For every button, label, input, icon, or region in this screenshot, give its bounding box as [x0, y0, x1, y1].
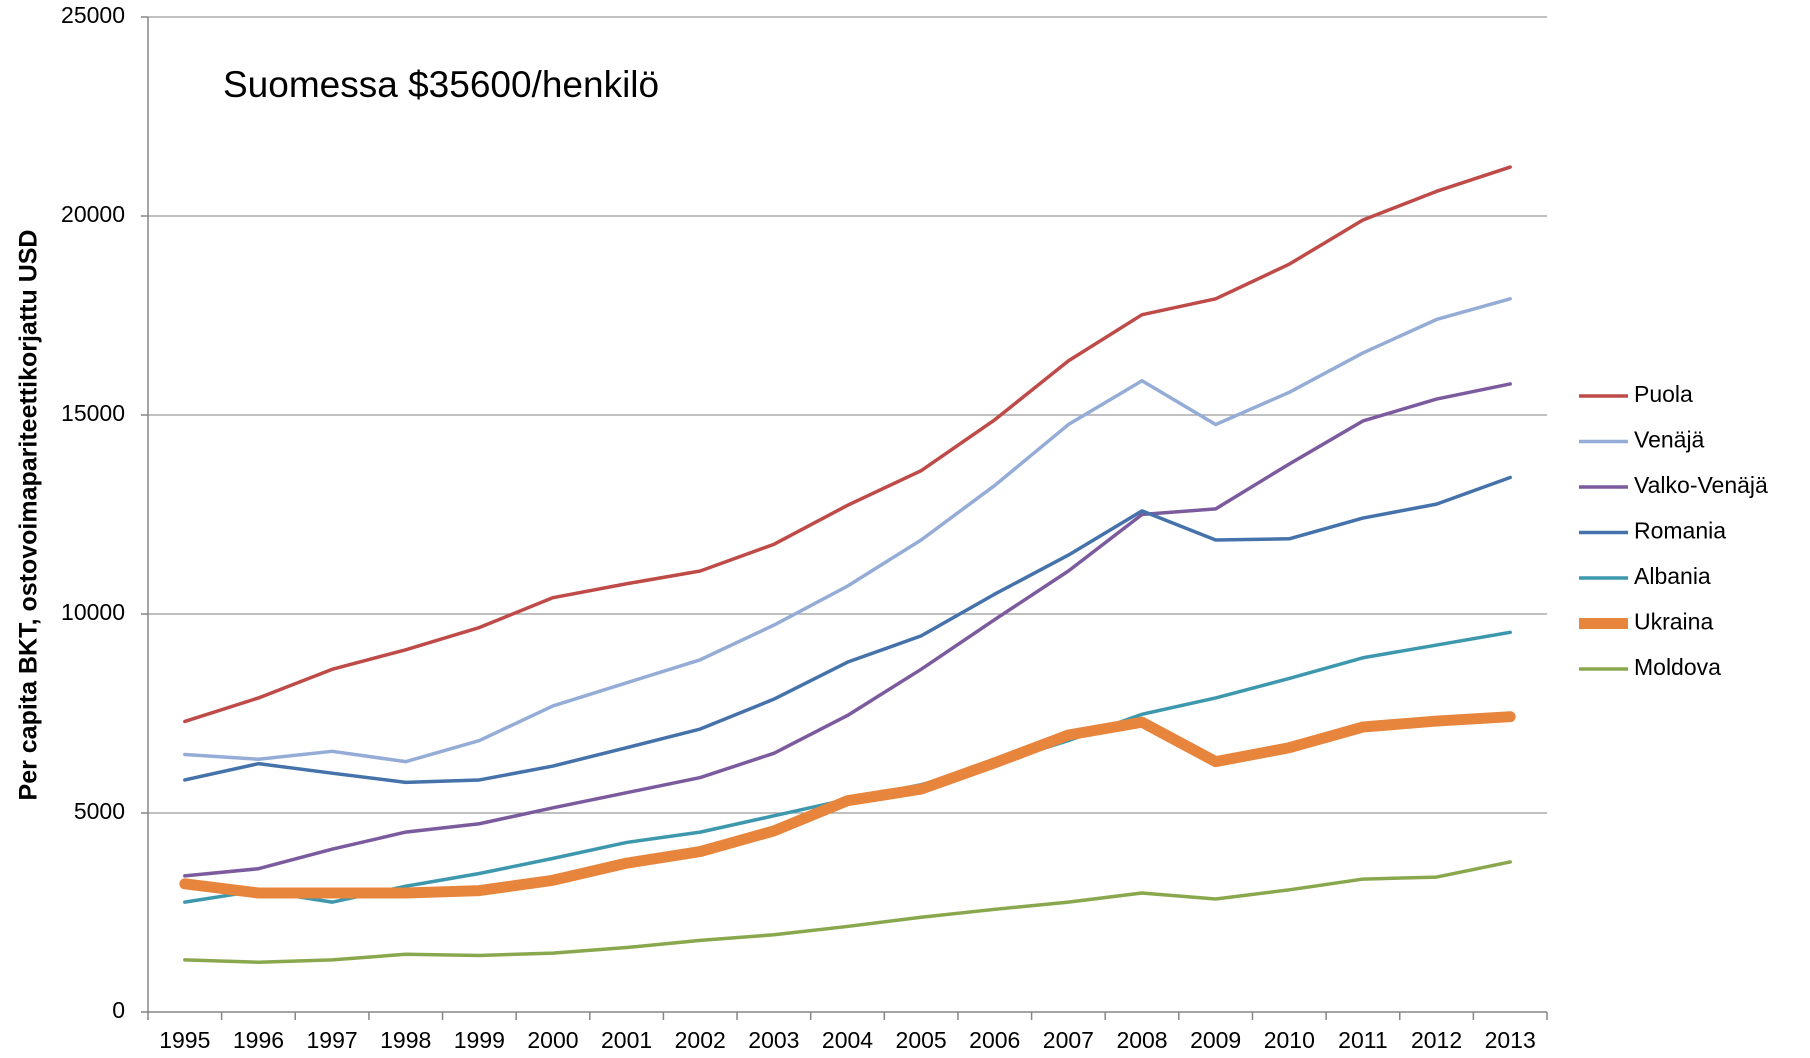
- x-tick-label: 1998: [380, 1027, 431, 1053]
- y-tick-label: 25000: [61, 2, 125, 28]
- series-line: [183, 382, 1512, 878]
- x-tick-label: 1995: [159, 1027, 210, 1053]
- series-line: [179, 711, 1516, 899]
- x-tick-label: 2008: [1116, 1027, 1167, 1053]
- legend-label: Ukraina: [1634, 609, 1713, 635]
- x-tick-label: 2007: [1043, 1027, 1094, 1053]
- y-tick-label: 15000: [61, 400, 125, 426]
- y-tick-label: 5000: [74, 798, 125, 824]
- series-line: [183, 165, 1512, 724]
- y-axis-label: Per capita BKT, ostovoimapariteettikorja…: [15, 230, 43, 801]
- x-tick-label: 2005: [896, 1027, 947, 1053]
- y-tick-label: 0: [112, 997, 125, 1023]
- x-tick-label: 2011: [1338, 1027, 1387, 1053]
- series-line: [183, 475, 1512, 785]
- x-tick-label: 2009: [1190, 1027, 1241, 1053]
- x-tick-label: 1999: [454, 1027, 505, 1053]
- x-tick-label: 2013: [1485, 1027, 1536, 1053]
- legend-label: Puola: [1634, 381, 1693, 407]
- legend-label: Albania: [1634, 563, 1711, 589]
- x-tick-label: 2003: [748, 1027, 799, 1053]
- annotation: Suomessa $35600/henkilö: [223, 64, 659, 105]
- x-tick-label: 2012: [1411, 1027, 1462, 1053]
- series-line: [183, 860, 1512, 964]
- legend-label: Moldova: [1634, 654, 1721, 680]
- x-tick-label: 2000: [527, 1027, 578, 1053]
- legend-label: Romania: [1634, 518, 1726, 544]
- x-tick-label: 2004: [822, 1027, 873, 1053]
- y-tick-label: 20000: [61, 201, 125, 227]
- series-line: [183, 297, 1512, 764]
- x-tick-label: 2006: [969, 1027, 1020, 1053]
- legend-label: Venäjä: [1634, 427, 1705, 453]
- x-tick-label: 1996: [233, 1027, 284, 1053]
- series-line: [183, 630, 1512, 904]
- x-tick-label: 2001: [601, 1027, 652, 1053]
- x-tick-label: 2002: [675, 1027, 726, 1053]
- x-tick-label: 2010: [1264, 1027, 1315, 1053]
- x-tick-label: 1997: [306, 1027, 357, 1053]
- y-tick-label: 10000: [61, 599, 125, 625]
- legend-label: Valko-Venäjä: [1634, 472, 1768, 498]
